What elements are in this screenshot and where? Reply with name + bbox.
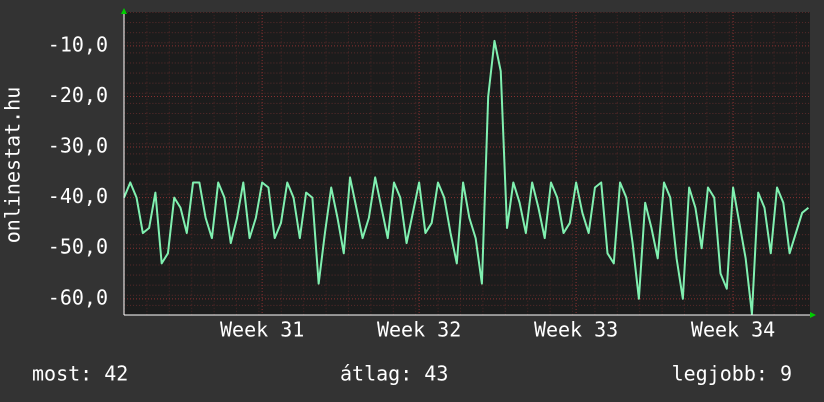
footer-average: átlag: 43	[340, 362, 448, 386]
footer-current: most: 42	[32, 362, 128, 386]
data-line	[123, 39, 810, 315]
x-axis-arrow	[810, 312, 816, 318]
y-axis-label: onlinestat.hu	[1, 87, 25, 244]
y-tick-label: -20,0	[48, 83, 108, 107]
footer-best: legjobb: 9	[672, 362, 792, 386]
plot	[123, 39, 810, 315]
minor-grid	[124, 12, 810, 315]
x-tick-label: Week 32	[377, 318, 461, 342]
x-tick-label: Week 31	[220, 318, 304, 342]
y-tick-label: -30,0	[48, 134, 108, 158]
x-tick-label: Week 33	[534, 318, 618, 342]
grid	[124, 12, 810, 315]
y-tick-label: -10,0	[48, 32, 108, 56]
y-axis-arrow	[121, 8, 127, 14]
y-tick-label: -40,0	[48, 184, 108, 208]
y-tick-label: -50,0	[48, 235, 108, 259]
y-tick-label: -60,0	[48, 285, 108, 309]
x-tick-label: Week 34	[691, 318, 775, 342]
